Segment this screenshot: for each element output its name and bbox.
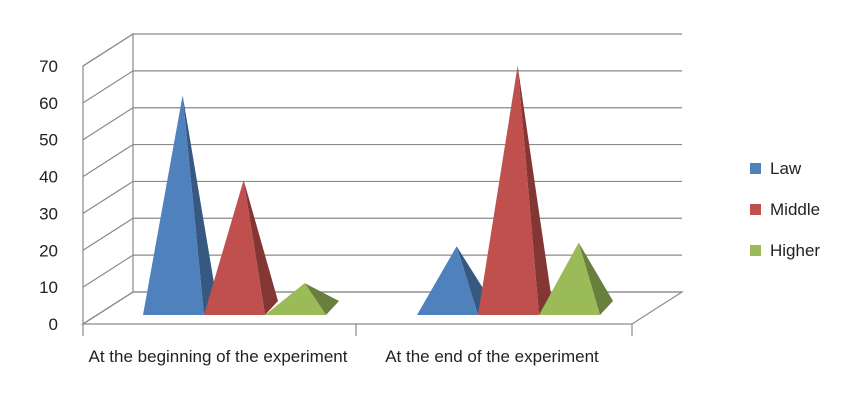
y-tick-label-40: 40: [39, 168, 58, 187]
legend-swatch-middle: [750, 204, 761, 215]
y-tick-label-0: 0: [49, 315, 58, 334]
pyramid-law-0-side: [182, 95, 217, 316]
pyramid-middle-0-side: [243, 179, 278, 315]
pyramid-higher-0-side: [304, 283, 339, 315]
pyramid-law-0: [143, 95, 204, 316]
legend-swatch-law: [750, 163, 761, 174]
y-tick-label-60: 60: [39, 94, 58, 113]
pyramid-higher-1-side: [578, 242, 613, 315]
category-label-0: At the beginning of the experiment: [88, 347, 348, 366]
gridline-70: [82, 33, 682, 67]
chart-side-wall: [82, 32, 134, 326]
category-label-1: At the end of the experiment: [385, 347, 599, 366]
legend-item-law: Law: [750, 148, 820, 189]
pyramid-middle-0: [204, 179, 265, 315]
pyramid-middle-1: [478, 65, 539, 315]
legend: Law Middle Higher: [750, 148, 820, 271]
gridline-40: [82, 143, 682, 178]
y-tick-label-20: 20: [39, 241, 58, 260]
legend-label-middle: Middle: [770, 199, 821, 219]
legend-label-higher: Higher: [770, 240, 821, 260]
legend-item-higher: Higher: [750, 230, 820, 271]
legend-item-middle: Middle: [750, 189, 820, 230]
y-tick-label-70: 70: [39, 57, 58, 76]
y-tick-label-30: 30: [39, 204, 58, 223]
legend-swatch-higher: [750, 245, 761, 256]
y-tick-label-10: 10: [39, 278, 58, 297]
y-tick-label-50: 50: [39, 131, 58, 150]
gridline-50: [82, 107, 682, 141]
gridline-60: [82, 70, 682, 104]
pyramid-law-1: [417, 246, 478, 315]
pyramid-higher-0: [265, 283, 326, 315]
gridline-30: [82, 180, 682, 214]
pyramid-middle-1-side: [517, 65, 552, 315]
legend-label-law: Law: [770, 158, 802, 178]
pyramid-higher-1: [539, 242, 600, 315]
